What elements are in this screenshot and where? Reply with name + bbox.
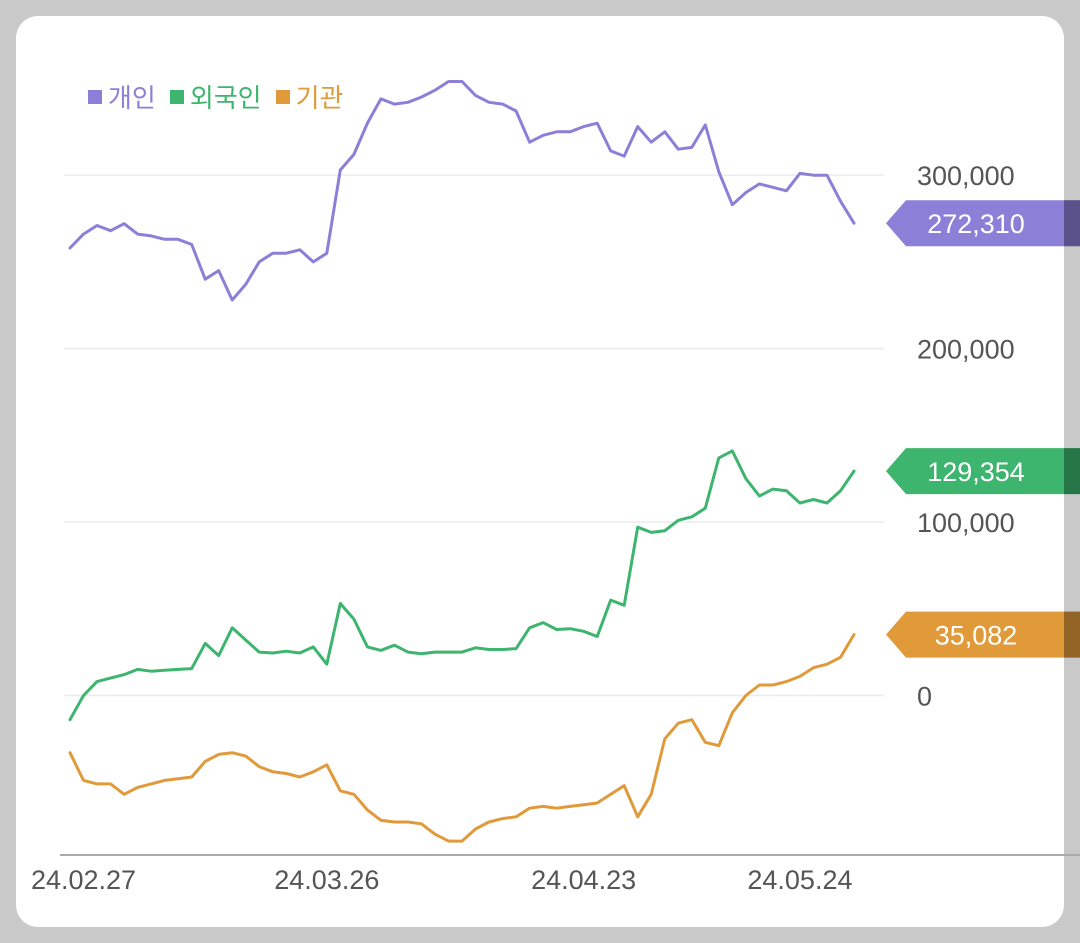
series-line-1	[68, 449, 856, 722]
legend-item-1[interactable]: 외국인	[169, 78, 262, 115]
x-tick-label-2: 24.04.23	[531, 865, 636, 895]
x-tick-label-0: 24.02.27	[31, 865, 136, 895]
last-value-badge-2	[886, 611, 1080, 658]
badge-edge-2	[1064, 611, 1080, 658]
legend-label-0: 개인	[108, 84, 156, 114]
legend: 개인 외국인 기관	[88, 78, 343, 115]
legend-item-0[interactable]: 개인	[88, 78, 156, 115]
legend-swatch-0	[88, 89, 102, 104]
last-value-badge-1	[886, 448, 1080, 495]
last-value-label-0: 272,310	[927, 209, 1025, 239]
legend-label-1: 외국인	[189, 84, 262, 114]
legend-swatch-1	[169, 89, 184, 104]
last-value-label-2: 35,082	[935, 621, 1018, 651]
last-value-badge-0	[886, 200, 1080, 247]
y-tick-label-1: 100,000	[917, 508, 1015, 538]
x-tick-label-3: 24.05.24	[747, 865, 852, 895]
badge-edge-1	[1064, 448, 1080, 495]
legend-item-2[interactable]: 기관	[275, 78, 344, 115]
y-tick-label-2: 200,000	[917, 335, 1015, 365]
last-value-label-1: 129,354	[927, 457, 1025, 487]
x-tick-label-1: 24.03.26	[274, 865, 379, 895]
legend-swatch-2	[275, 89, 290, 104]
badge-edge-0	[1064, 200, 1080, 247]
legend-label-2: 기관	[295, 84, 344, 114]
series-line-2	[68, 633, 856, 843]
y-tick-label-3: 300,000	[917, 161, 1015, 191]
y-tick-label-0: 0	[917, 681, 932, 711]
series-line-0	[68, 80, 856, 302]
